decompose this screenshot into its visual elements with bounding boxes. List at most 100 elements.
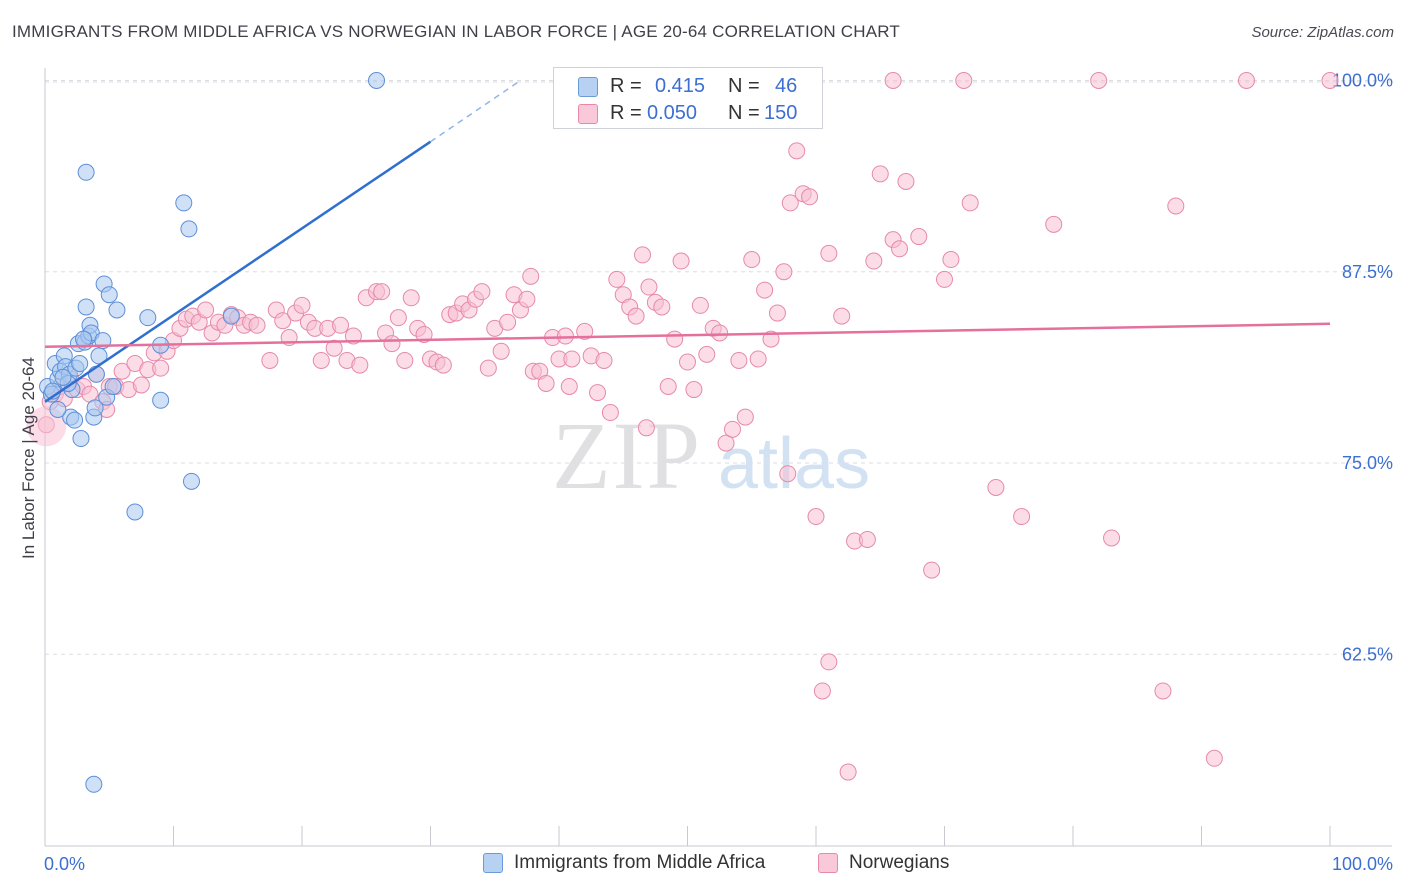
norwegian-point [768,304,786,322]
norwegian-point [274,312,292,330]
norwegian-point [672,252,690,270]
norwegian-point [698,345,716,363]
norwegian-point [373,283,391,301]
middle-africa-point [180,220,198,238]
norwegian-point [749,350,767,368]
norwegian-point [640,278,658,296]
norwegian-point [434,356,452,374]
norwegian-point [807,508,825,526]
norwegian-point [312,351,330,369]
norwegian-point [197,301,215,319]
norwegian-point [415,325,433,343]
norwegian-point [730,351,748,369]
y-axis-label: In Labor Force | Age 20-64 [19,357,38,559]
middle-africa-trend-extension [430,79,521,143]
norwegian-point [813,682,831,700]
pink-points-layer [26,72,1339,781]
norwegian-point [637,419,655,437]
norwegian-point [936,270,953,288]
bottom-legend-swatch-pink [818,853,838,873]
legend-r-label: R = [610,75,642,97]
norwegian-point [492,342,510,360]
norwegian-point [563,350,581,368]
norwegian-point [332,316,350,334]
norwegian-point [833,307,851,325]
norwegian-point [858,531,876,548]
trend-lines-layer [44,79,1331,403]
norwegian-point [113,362,131,380]
blue-points-layer [39,72,386,793]
norwegian-point [396,351,414,369]
norwegian-point [923,561,941,579]
norwegian-point [1154,682,1172,700]
norwegian-point [717,434,735,452]
middle-africa-point [75,330,93,348]
norwegian-point [595,351,613,369]
legend-n-value: 46 [775,75,798,97]
norwegian-point [685,381,703,399]
middle-africa-point [77,163,95,181]
norwegian-point [576,322,594,340]
middle-africa-point [86,399,104,417]
norwegian-point [1321,72,1339,89]
norwegian-point [634,246,652,264]
norwegian-point [779,465,797,483]
norwegian-point [891,240,909,258]
bottom-legend-swatch-blue [483,853,503,873]
norwegian-point [1167,197,1185,215]
norwegian-point [537,374,555,392]
watermark-atlas: atlas [718,424,870,504]
norwegian-point [711,324,729,342]
grid-layer [45,80,1392,655]
norwegian-point [560,378,578,395]
legend-r-value: 0.050 [647,102,698,124]
norwegian-point [1103,529,1121,547]
norwegian-point [522,267,540,285]
norwegian-point [653,298,671,316]
norwegian-point [723,420,741,438]
middle-africa-point [54,368,72,386]
norwegian-point [679,353,696,371]
norwegian-point [691,296,709,314]
middle-africa-point [100,286,118,304]
middle-africa-point [126,503,144,521]
middle-africa-point [368,72,386,89]
norwegian-point [897,172,915,190]
norwegian-point [865,252,883,270]
norwegian-point [325,339,343,357]
norwegian-point [608,270,626,288]
y-tick-label: 75.0% [1342,453,1393,473]
norwegian-point [556,327,574,345]
norwegian-point [351,356,369,374]
middle-africa-point [139,309,157,327]
norwegian-point [781,194,799,212]
norwegian-point [820,244,838,262]
legend-r-label: R = [610,102,642,124]
norwegian-point [1013,508,1031,526]
bottom-legend-label-pink: Norwegians [849,852,950,873]
norwegian-point [518,290,536,308]
norwegian-point [820,653,838,671]
norwegian-point [261,351,279,369]
norwegian-point [942,251,960,269]
axes-layer: 62.5% 75.0% 87.5% 100.0% [44,68,1393,847]
norwegian-point [884,72,902,89]
legend-swatch-blue [578,77,598,97]
norwegian-point [666,330,684,348]
middle-africa-point [66,411,84,429]
x-tick-label-start: 0.0% [44,854,85,874]
norwegian-point [775,263,793,281]
norwegian-point [871,165,889,183]
chart-title: IMMIGRANTS FROM MIDDLE AFRICA VS NORWEGI… [12,22,901,41]
middle-africa-point [108,301,126,319]
watermark-zip: ZIP [552,402,702,509]
norwegian-point [1045,215,1063,233]
y-tick-label: 87.5% [1342,262,1393,282]
norwegian-point [743,251,761,269]
middle-africa-point [85,775,103,793]
norwegian-point [132,376,150,394]
middle-africa-point [77,298,95,316]
norwegian-point [601,404,619,422]
middle-africa-point [72,430,90,448]
